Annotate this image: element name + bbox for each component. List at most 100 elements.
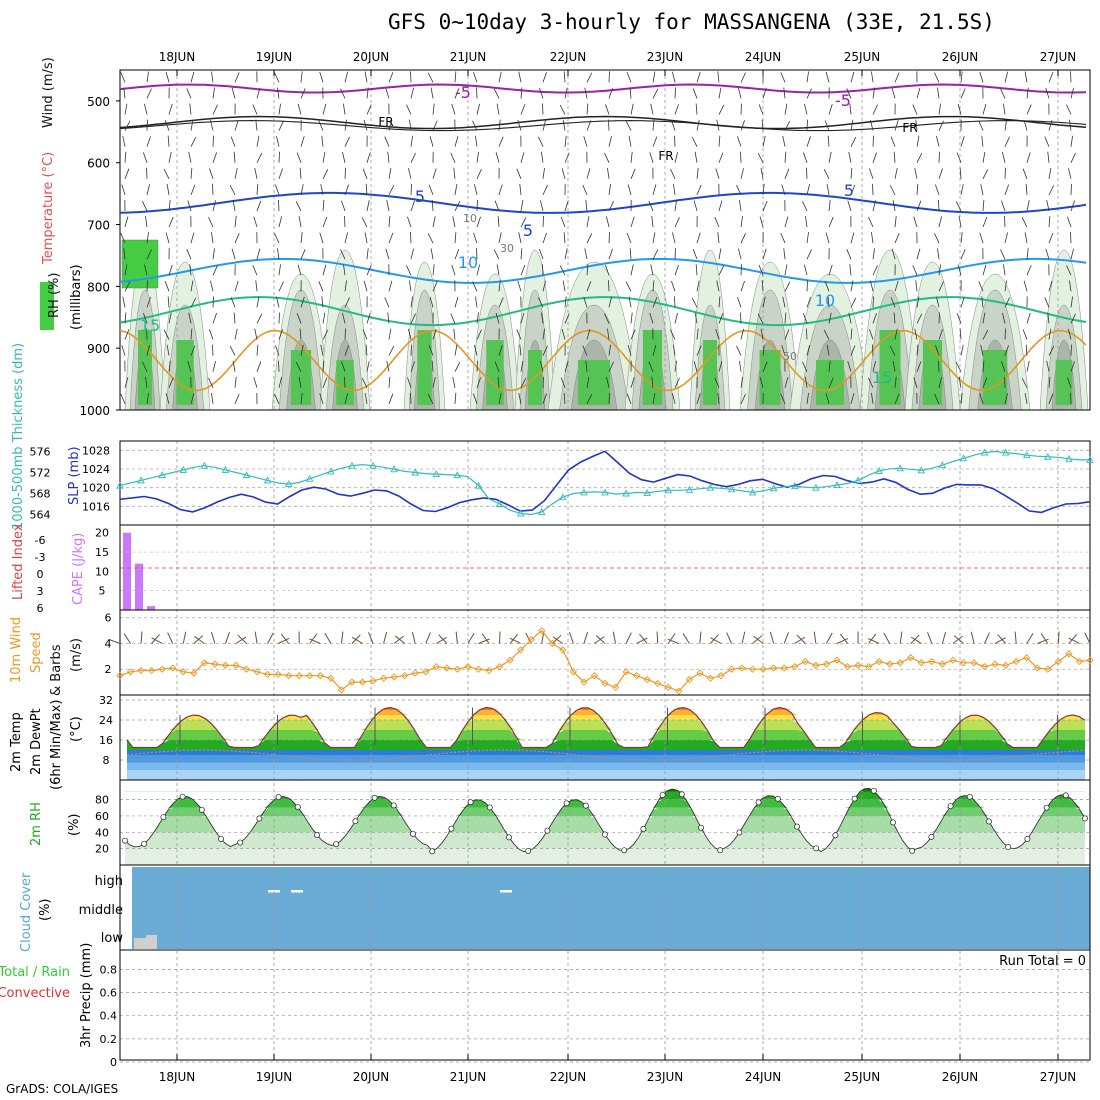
wind-barb bbox=[123, 633, 131, 644]
wind-barb bbox=[559, 265, 566, 276]
rh2m-marker bbox=[1024, 835, 1031, 842]
wind-barb bbox=[388, 376, 391, 388]
wind-barb bbox=[496, 264, 500, 276]
wind-barb bbox=[320, 344, 324, 356]
wind-barb bbox=[782, 296, 786, 308]
wind-barb bbox=[957, 103, 962, 115]
wind-barb bbox=[224, 632, 231, 644]
wind-barb bbox=[120, 72, 126, 83]
rh2m-marker bbox=[544, 827, 551, 834]
wind-barb bbox=[229, 345, 236, 356]
wind-barb bbox=[1026, 152, 1031, 163]
wind-barb bbox=[1025, 183, 1028, 195]
wind-barb bbox=[146, 184, 150, 195]
wind-barb bbox=[894, 393, 900, 404]
wind-barb bbox=[144, 103, 148, 115]
rh2m-marker bbox=[1043, 804, 1050, 811]
rh2m-marker bbox=[448, 825, 455, 832]
wind-barb bbox=[608, 183, 611, 195]
wind-barb bbox=[256, 344, 259, 356]
wind-barb bbox=[476, 216, 481, 228]
wind-barb bbox=[322, 377, 328, 388]
wind-barb bbox=[935, 345, 940, 356]
wind-barb bbox=[672, 71, 676, 83]
wind-barb bbox=[344, 71, 348, 83]
wind-speed-marker bbox=[158, 665, 166, 673]
wind-barb bbox=[806, 167, 808, 179]
wind-barb bbox=[938, 151, 940, 163]
wind-barb bbox=[278, 120, 284, 131]
wind-barb bbox=[849, 103, 852, 115]
wind-barb bbox=[607, 167, 610, 179]
wind-barb bbox=[899, 631, 903, 644]
wind-barb bbox=[803, 313, 808, 324]
wind-barb bbox=[212, 104, 218, 115]
wind-barb bbox=[1070, 71, 1072, 83]
wind-barb bbox=[783, 87, 786, 99]
pressure-unit-label: (millibars) bbox=[69, 264, 84, 330]
wind-barb bbox=[738, 248, 742, 260]
wind-barb bbox=[1048, 167, 1052, 179]
wind-barb bbox=[805, 376, 808, 388]
rh2m-marker bbox=[966, 793, 973, 800]
wind-barb bbox=[146, 88, 152, 99]
rh2m-marker bbox=[1062, 792, 1069, 799]
wind-barb bbox=[517, 280, 522, 292]
wind-barb bbox=[143, 313, 148, 324]
wind-speed-marker bbox=[295, 672, 303, 680]
wind-barb bbox=[630, 216, 635, 228]
wind-speed-marker bbox=[812, 661, 820, 670]
thickness-marker bbox=[306, 474, 314, 482]
wind-barb bbox=[806, 296, 811, 308]
wind-barb bbox=[552, 636, 564, 644]
wind-barb bbox=[585, 199, 588, 211]
wind-barb bbox=[430, 87, 434, 99]
wind-barb bbox=[696, 280, 700, 292]
cape-tick-label: 5 bbox=[99, 585, 106, 598]
wind-barb bbox=[582, 345, 588, 356]
wind-barb bbox=[498, 393, 502, 404]
wind-barb bbox=[1068, 168, 1072, 179]
wind-barb bbox=[344, 184, 349, 196]
wind-barb bbox=[716, 119, 720, 131]
wind-barb bbox=[498, 280, 501, 292]
rh2m-marker bbox=[506, 834, 512, 841]
wind-barb bbox=[234, 120, 239, 131]
wind-speed-marker bbox=[137, 666, 145, 675]
wind-speed-marker bbox=[527, 635, 535, 644]
wind-barb bbox=[520, 312, 525, 324]
wind-barb bbox=[825, 393, 830, 404]
rh2m-marker bbox=[218, 835, 224, 842]
wind-barb bbox=[364, 71, 368, 83]
rh2m-marker bbox=[717, 847, 724, 854]
lifted-index-tick-label: -6 bbox=[35, 534, 46, 547]
wind-barb bbox=[584, 87, 588, 99]
wind-barb bbox=[582, 184, 588, 196]
slp-axis-label: SLP (mb) bbox=[67, 446, 82, 505]
rh2m-marker bbox=[314, 832, 320, 839]
wind-barb bbox=[517, 120, 522, 131]
wind-barb bbox=[605, 264, 610, 276]
wind-barb bbox=[916, 183, 919, 195]
temp-line bbox=[126, 706, 1086, 749]
wind-barb bbox=[1070, 392, 1072, 404]
wind-barb bbox=[691, 297, 698, 308]
isotherm-freezing bbox=[119, 120, 1087, 132]
isotherm-15 bbox=[119, 296, 1087, 327]
wind-barb bbox=[407, 377, 412, 388]
wind-barb bbox=[1045, 87, 1050, 99]
wind-barb bbox=[960, 88, 966, 99]
wind-barb bbox=[386, 360, 390, 372]
cloud-level-label: low bbox=[101, 931, 124, 946]
wind-barb bbox=[493, 88, 500, 99]
wind-barb bbox=[794, 636, 806, 644]
wind-barb bbox=[673, 344, 676, 356]
rh2m-marker bbox=[659, 792, 666, 798]
wind-barb bbox=[1069, 119, 1072, 131]
rh2m-marker bbox=[755, 799, 762, 806]
wind-barb bbox=[652, 136, 658, 147]
wind-speed-marker bbox=[1065, 650, 1073, 658]
rh2m-marker bbox=[160, 814, 167, 821]
wind-barb bbox=[872, 265, 878, 276]
isotherm-label: 15 bbox=[872, 368, 892, 387]
